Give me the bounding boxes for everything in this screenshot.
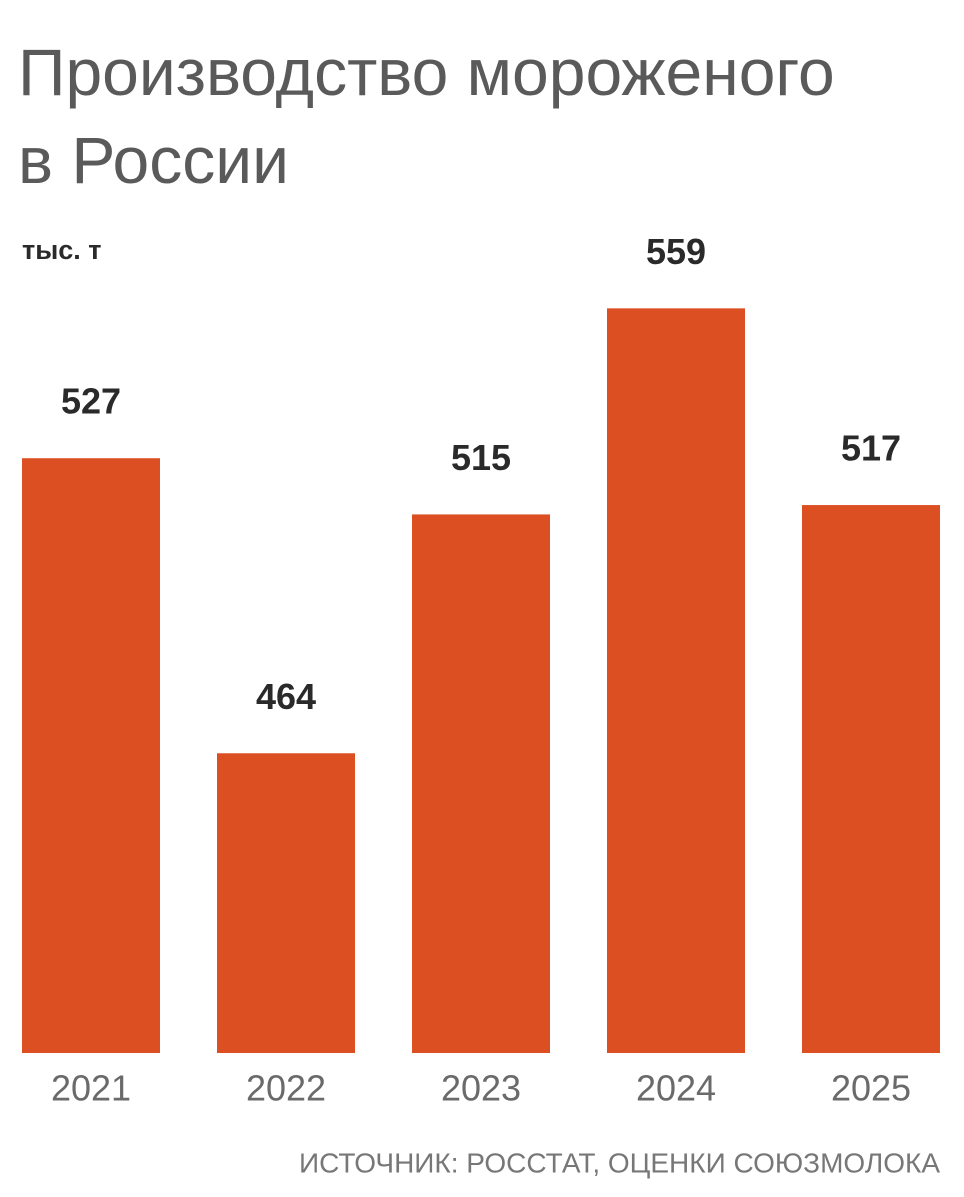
- chart-subtitle: тыс. т: [22, 235, 102, 265]
- value-label: 515: [451, 437, 511, 478]
- bar: [217, 753, 355, 1053]
- value-label: 559: [646, 231, 706, 272]
- value-label: 527: [61, 381, 121, 422]
- bar: [412, 514, 550, 1053]
- x-tick-label: 2021: [51, 1068, 131, 1109]
- chart-title: Производство мороженого в России: [18, 35, 835, 197]
- x-tick-label: 2024: [636, 1068, 716, 1109]
- source-note: ИСТОЧНИК: РОССТАТ, ОЦЕНКИ СОЮЗМОЛОКА: [299, 1147, 940, 1178]
- value-label: 517: [841, 428, 901, 469]
- x-tick-label: 2025: [831, 1068, 911, 1109]
- x-tick-label: 2023: [441, 1068, 521, 1109]
- bar: [22, 458, 160, 1053]
- value-label: 464: [256, 676, 316, 717]
- x-tick-label: 2022: [246, 1068, 326, 1109]
- bar: [802, 505, 940, 1053]
- bar: [607, 308, 745, 1054]
